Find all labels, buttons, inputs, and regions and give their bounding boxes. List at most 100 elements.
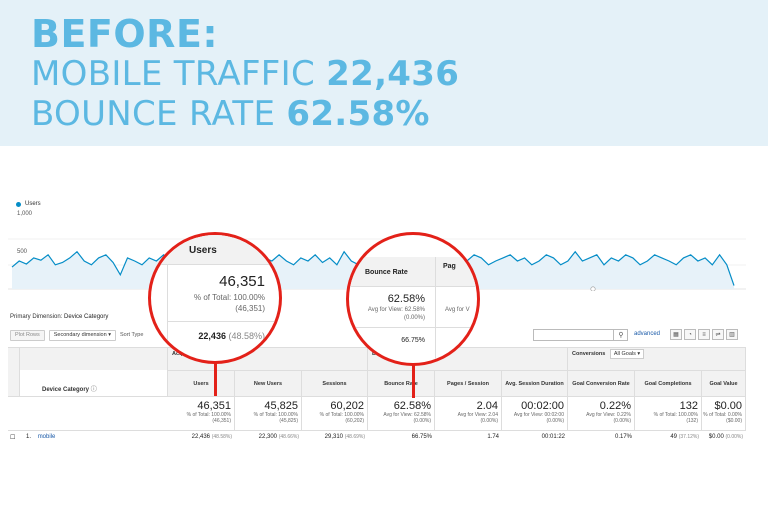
secondary-dimension-select[interactable]: Secondary dimension ▾ (48, 329, 116, 341)
comparison-view-icon[interactable]: ⇌ (712, 329, 724, 340)
zoom-users-row: 22,436 (48.58%) (198, 331, 265, 341)
primary-dimension-label: Primary Dimension: (10, 314, 63, 320)
ytick-mid: 500 (17, 249, 28, 255)
cell-value: 22,300 (258, 434, 278, 440)
plot-rows-button[interactable]: Plot Rows (10, 329, 45, 341)
table-row-cell: 22,436 (48.58%) (168, 434, 235, 446)
total-sub1: % of Total: 100.00% (653, 412, 698, 418)
conversions-group: Conversions All Goals ▾ (568, 348, 746, 370)
zoom-bounce-total: 62.58% (387, 293, 425, 305)
total-cell: 60,202% of Total: 100.00% (60,202) (302, 396, 368, 431)
sort-type-label[interactable]: Sort Type (119, 332, 144, 338)
zoom-bounce-header: Bounce Rate (365, 269, 408, 276)
total-sub2: (45,825) (279, 418, 298, 424)
bounce-pointer (412, 364, 415, 398)
row-name: mobile (37, 434, 56, 440)
table-toolbar: Plot Rows Secondary dimension ▾ Sort Typ… (10, 328, 746, 342)
column-header-goal-completions[interactable]: Goal Completions (635, 370, 702, 396)
total-sub2: (0.00%) (613, 418, 631, 424)
users-magnifier: Users 46,351 % of Total: 100.00% (46,351… (148, 232, 282, 364)
scrub-handle[interactable] (590, 286, 596, 291)
column-header-new-users[interactable]: New Users (235, 370, 302, 396)
total-value: 60,202 (330, 400, 364, 412)
bounce-rate-magnifier: Bounce Rate Pag 62.58% Avg for View: 62.… (346, 232, 480, 366)
pie-view-icon[interactable]: ◔ (684, 329, 696, 340)
users-pointer (214, 362, 217, 396)
view-switcher: ▦ ◔ ≡ ⇌ ▥ (670, 329, 738, 340)
total-value: 00:02:00 (521, 400, 564, 412)
total-value: $0.00 (714, 400, 742, 412)
total-cell: 62.58% Avg for View: 62.58% (0.00%) (368, 396, 435, 431)
table-row-cell: 0.17% (568, 434, 635, 446)
total-sub1: Avg for View: 62.58% (383, 412, 431, 418)
search-icon[interactable]: ⚲ (613, 329, 628, 341)
total-sub2: (0.00%) (546, 418, 564, 424)
total-sub1: % of Total: 0.00% (703, 412, 742, 418)
zoom-bounce-row: 66.75% (401, 337, 425, 344)
data-table: Device Category ⓘ Acquisition Behavior C… (8, 347, 746, 457)
performance-view-icon[interactable]: ≡ (698, 329, 710, 340)
zoom-bounce-side-label: Avg for V (445, 307, 470, 313)
column-header-avg-session-duration[interactable]: Avg. Session Duration (502, 370, 568, 396)
primary-dimension-value[interactable]: Device Category (64, 314, 109, 320)
all-goals-select[interactable]: All Goals ▾ (609, 349, 645, 359)
checkbox-column (8, 348, 20, 396)
row-checkbox[interactable]: ☐ (10, 435, 16, 441)
zoom-users-header: Users (189, 245, 217, 256)
column-header-sessions[interactable]: Sessions (302, 370, 368, 396)
chart-legend: Users (16, 201, 41, 207)
total-cell: 0.22% Avg for View: 0.22% (0.00%) (568, 396, 635, 431)
secondary-dimension-label: Secondary dimension (53, 332, 107, 338)
totals-row (8, 396, 746, 431)
zoom-users-row-value: 22,436 (198, 331, 226, 341)
conversions-label: Conversions (572, 351, 606, 357)
total-sub2: (132) (686, 418, 698, 424)
zoom-users-total: 46,351 (219, 273, 265, 290)
column-header-pages-session[interactable]: Pages / Session (435, 370, 502, 396)
column-header-goal-value[interactable]: Goal Value (702, 370, 746, 396)
total-value: 46,351 (197, 400, 231, 412)
table-row-cell: 22,300 (48.66%) (235, 434, 302, 446)
pivot-view-icon[interactable]: ▥ (726, 329, 738, 340)
table-row-cell: 29,310 (48.69%) (302, 434, 368, 446)
table-row-cell: 1.74 (435, 434, 502, 446)
total-cell: 2.04 Avg for View: 2.04 (0.00%) (435, 396, 502, 431)
cell-value: 29,310 (324, 434, 344, 440)
cell-value: 49 (670, 434, 678, 440)
total-cell: $0.00% of Total: 0.00% ($0.00) (702, 396, 746, 431)
total-value: 0.22% (599, 400, 631, 412)
device-category-header[interactable]: Device Category ⓘ (20, 370, 168, 396)
column-header-bounce-rate[interactable]: Bounce Rate (368, 370, 435, 396)
column-header-goal-conversion-rate[interactable]: Goal Conversion Rate (568, 370, 635, 396)
chevron-down-icon: ▾ (108, 332, 111, 338)
total-value: 132 (679, 400, 698, 412)
bounce-rate-value: 62.58% (286, 94, 430, 134)
before-heading: BEFORE: (31, 12, 219, 56)
table-row-label[interactable]: 1. mobile (26, 434, 168, 446)
headline-banner: BEFORE: MOBILE TRAFFIC 22,436 BOUNCE RAT… (0, 0, 768, 146)
total-cell: 132% of Total: 100.00% (132) (635, 396, 702, 431)
total-sub2: (46,351) (212, 418, 231, 424)
legend-dot-icon (16, 201, 21, 207)
column-header-users[interactable]: Users (168, 370, 235, 396)
advanced-link[interactable]: advanced (634, 331, 661, 337)
cell-pct: (48.66%) (278, 434, 299, 440)
table-row-cell: $0.00 (0.00%) (702, 434, 746, 446)
total-sub1: % of Total: 100.00% (253, 412, 298, 418)
row-index: 1. (26, 434, 32, 440)
mobile-traffic-label: MOBILE TRAFFIC (31, 54, 327, 94)
cell-value: $0.00 (708, 434, 724, 440)
total-sub2: (0.00%) (413, 418, 431, 424)
total-sub1: Avg for View: 2.04 (457, 412, 498, 418)
total-sub2: ($0.00) (726, 418, 742, 424)
cell-pct: (0.00%) (725, 434, 743, 440)
table-search-input[interactable] (533, 329, 628, 341)
bounce-rate-line: BOUNCE RATE 62.58% (31, 94, 430, 134)
zoom-users-pct-value: (46,351) (235, 304, 265, 313)
total-cell: 00:02:00 Avg for View: 00:02:00 (0.00%) (502, 396, 568, 431)
legend-label: Users (25, 201, 41, 207)
total-sub2: (60,202) (345, 418, 364, 424)
table-view-icon[interactable]: ▦ (670, 329, 682, 340)
total-value: 2.04 (476, 400, 498, 412)
total-sub2: (0.00%) (480, 418, 498, 424)
